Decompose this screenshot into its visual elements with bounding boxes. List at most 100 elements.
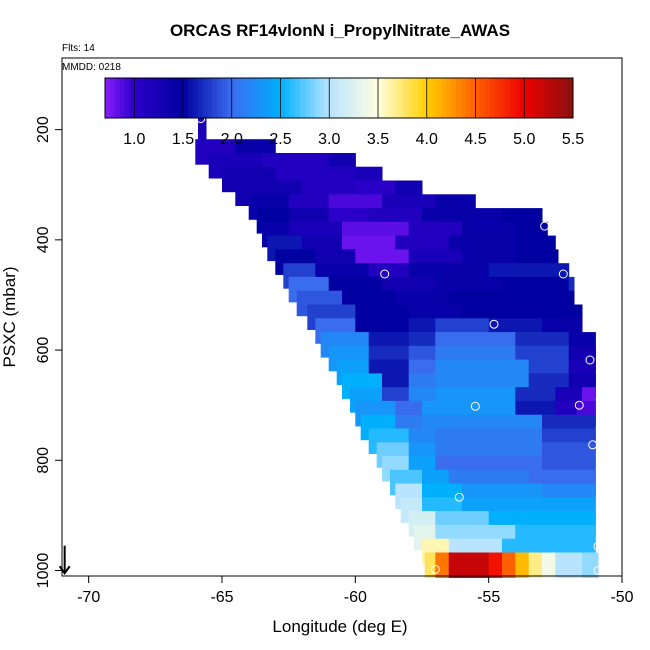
colorbar-segment bbox=[363, 78, 369, 118]
colorbar-segment bbox=[222, 78, 228, 118]
colorbar-segment bbox=[378, 78, 384, 118]
colorbar-segment bbox=[285, 78, 291, 118]
altitude-arrow-icon bbox=[58, 545, 71, 575]
heatmap-cell bbox=[488, 552, 503, 578]
colorbar-segment bbox=[124, 78, 130, 118]
colorbar-segment bbox=[212, 78, 218, 118]
colorbar-segment bbox=[436, 78, 442, 118]
colorbar-segment bbox=[538, 78, 545, 118]
x-axis-label: Longitude (deg E) bbox=[272, 617, 407, 636]
colorbar-segment bbox=[265, 78, 272, 118]
colorbar-segment bbox=[158, 78, 164, 118]
colorbar-segment bbox=[402, 78, 408, 118]
colorbar-segment bbox=[519, 78, 525, 118]
colorbar-segment bbox=[300, 78, 306, 118]
colorbar: 1.0 1.5 2.0 2.5 3.0 3.5 4.0 4.5 5.0 5.5 bbox=[104, 77, 584, 148]
colorbar-segment bbox=[202, 78, 208, 118]
flights-annotation: Flts: 14 bbox=[62, 43, 95, 54]
colorbar-segment bbox=[534, 78, 540, 118]
date-annotation: MMDD: 0218 bbox=[62, 62, 121, 73]
colorbar-segment bbox=[407, 78, 413, 118]
colorbar-segment bbox=[114, 78, 121, 118]
colorbar-segment bbox=[553, 78, 559, 118]
colorbar-segment bbox=[173, 78, 179, 118]
colorbar-segment bbox=[431, 78, 437, 118]
colorbar-tick-label: 2.0 bbox=[221, 131, 243, 148]
colorbar-segment bbox=[368, 78, 374, 118]
colorbar-tick-label: 1.5 bbox=[172, 131, 194, 148]
sample-point bbox=[540, 221, 550, 231]
colorbar-segment bbox=[509, 78, 515, 118]
colorbar-segment bbox=[412, 78, 418, 118]
x-tick-label: -65 bbox=[210, 589, 233, 606]
colorbar-segment bbox=[119, 78, 125, 118]
chart-title: ORCAS RF14vlonN i_PropylNitrate_AWAS bbox=[170, 21, 510, 40]
colorbar-segment bbox=[426, 78, 433, 118]
sample-point bbox=[558, 269, 568, 279]
colorbar-segment bbox=[236, 78, 242, 118]
heatmap-cell bbox=[515, 552, 530, 578]
colorbar-segment bbox=[148, 78, 155, 118]
x-tick-label: -70 bbox=[77, 589, 100, 606]
colorbar-segment bbox=[178, 78, 184, 118]
colorbar-segment bbox=[499, 78, 506, 118]
colorbar-segment bbox=[134, 78, 140, 118]
colorbar-tick-label: 4.5 bbox=[464, 131, 486, 148]
colorbar-segment bbox=[373, 78, 379, 118]
colorbar-segment bbox=[187, 78, 194, 118]
colorbar-segment bbox=[514, 78, 520, 118]
sample-point bbox=[489, 319, 499, 329]
colorbar-segment bbox=[382, 78, 389, 118]
heatmap-cell bbox=[448, 552, 490, 578]
colorbar-segment bbox=[329, 78, 335, 118]
colorbar-frame bbox=[104, 77, 574, 119]
heatmap-cell bbox=[542, 552, 556, 578]
sample-point bbox=[430, 564, 440, 574]
x-tick-label: -60 bbox=[344, 589, 367, 606]
colorbar-segment bbox=[217, 78, 223, 118]
colorbar-segment bbox=[256, 78, 262, 118]
colorbar-segment bbox=[192, 78, 199, 118]
colorbar-tick-label: 5.5 bbox=[562, 131, 584, 148]
sample-point bbox=[588, 440, 598, 450]
colorbar-segment bbox=[334, 78, 340, 118]
colorbar-segment bbox=[348, 78, 355, 118]
y-axis: 200 400 600 800 1000 bbox=[35, 116, 62, 588]
colorbar-segment bbox=[109, 78, 116, 118]
colorbar-segment bbox=[231, 78, 238, 118]
heatmap-cell bbox=[424, 552, 436, 578]
sample-points bbox=[196, 114, 603, 575]
colorbar-segment bbox=[417, 78, 423, 118]
colorbar-segment bbox=[558, 78, 564, 118]
colorbar-segment bbox=[392, 78, 398, 118]
colorbar-segment bbox=[568, 78, 574, 118]
colorbar-segment bbox=[387, 78, 394, 118]
x-tick-label: -50 bbox=[610, 589, 633, 606]
colorbar-segment bbox=[441, 78, 447, 118]
heatmap-cell bbox=[435, 552, 450, 578]
colorbar-segment bbox=[495, 78, 501, 118]
sample-point bbox=[593, 566, 603, 575]
colorbar-segment bbox=[397, 78, 403, 118]
colorbar-segment bbox=[465, 78, 472, 118]
colorbar-tick-label: 3.0 bbox=[318, 131, 340, 148]
colorbar-segment bbox=[163, 78, 169, 118]
colorbar-segment bbox=[446, 78, 452, 118]
y-axis-label: PSXC (mbar) bbox=[0, 266, 19, 367]
colorbar-segment bbox=[485, 78, 491, 118]
colorbar-segment bbox=[475, 78, 481, 118]
colorbar-tick-label: 1.0 bbox=[123, 131, 145, 148]
heatmap-cell bbox=[568, 276, 575, 303]
x-axis: -70 -65 -60 -55 -50 bbox=[77, 576, 634, 606]
colorbar-segment bbox=[183, 78, 189, 118]
sample-point bbox=[470, 401, 480, 411]
colorbar-segment bbox=[304, 78, 311, 118]
colorbar-segment bbox=[207, 78, 213, 118]
heatmap-cell bbox=[528, 552, 543, 578]
colorbar-segment bbox=[241, 78, 247, 118]
colorbar-segment bbox=[129, 78, 135, 118]
colorbar-segment bbox=[295, 78, 301, 118]
colorbar-segment bbox=[275, 78, 281, 118]
colorbar-segment bbox=[319, 78, 325, 118]
sample-point bbox=[380, 269, 390, 279]
